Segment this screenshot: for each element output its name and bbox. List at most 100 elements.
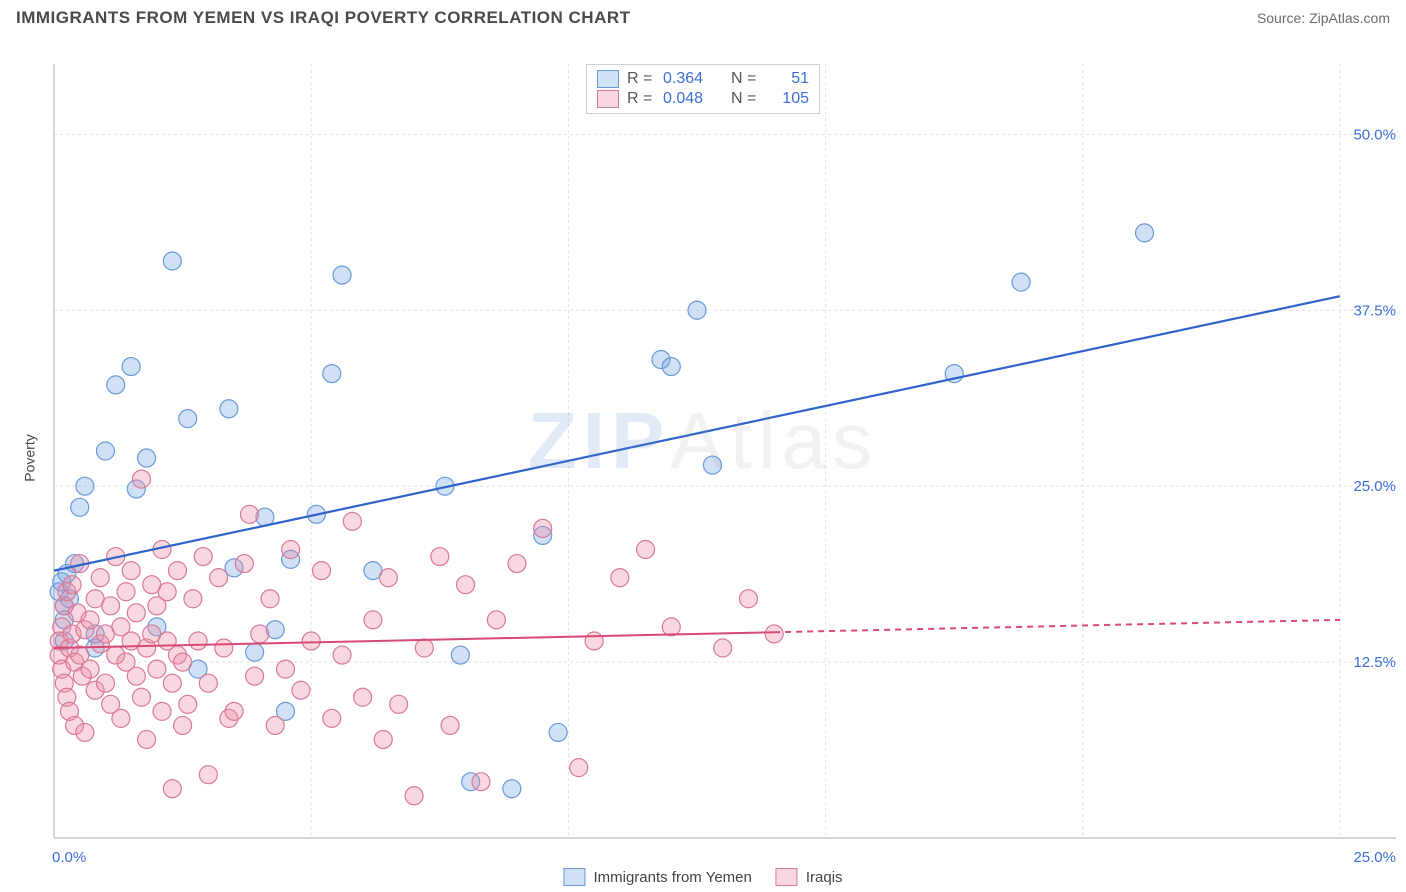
data-point bbox=[153, 702, 171, 720]
data-point bbox=[163, 252, 181, 270]
data-point bbox=[225, 702, 243, 720]
data-point bbox=[184, 590, 202, 608]
legend-label: Immigrants from Yemen bbox=[593, 869, 751, 886]
data-point bbox=[148, 660, 166, 678]
data-point bbox=[174, 716, 192, 734]
legend-swatch bbox=[563, 868, 585, 886]
data-point bbox=[457, 576, 475, 594]
data-point bbox=[662, 358, 680, 376]
data-point bbox=[662, 618, 680, 636]
data-point bbox=[163, 780, 181, 798]
data-point bbox=[364, 611, 382, 629]
x-tick-label: 25.0% bbox=[1353, 849, 1396, 866]
stats-legend: R = 0.364 N = 51 R = 0.048 N = 105 bbox=[586, 64, 820, 114]
r-value: 0.364 bbox=[663, 70, 723, 88]
data-point bbox=[127, 667, 145, 685]
data-point bbox=[451, 646, 469, 664]
data-point bbox=[415, 639, 433, 657]
y-tick-label: 12.5% bbox=[1353, 654, 1396, 671]
chart-title: IMMIGRANTS FROM YEMEN VS IRAQI POVERTY C… bbox=[16, 8, 631, 28]
data-point bbox=[189, 632, 207, 650]
data-point bbox=[637, 541, 655, 559]
scatter-chart: 12.5% 25.0% 37.5% 50.0% 0.0% 25.0% bbox=[0, 28, 1406, 888]
data-point bbox=[220, 400, 238, 418]
y-axis-label: Poverty bbox=[22, 434, 38, 481]
data-point bbox=[71, 498, 89, 516]
data-point bbox=[343, 512, 361, 530]
stats-legend-row: R = 0.048 N = 105 bbox=[597, 89, 809, 109]
data-point bbox=[405, 787, 423, 805]
series-legend: Immigrants from Yemen Iraqis bbox=[563, 868, 842, 886]
header: IMMIGRANTS FROM YEMEN VS IRAQI POVERTY C… bbox=[0, 0, 1406, 28]
data-point bbox=[215, 639, 233, 657]
legend-swatch bbox=[597, 90, 619, 108]
data-point bbox=[163, 674, 181, 692]
data-point bbox=[174, 653, 192, 671]
data-point bbox=[102, 597, 120, 615]
legend-item: Immigrants from Yemen bbox=[563, 868, 751, 886]
data-point bbox=[312, 562, 330, 580]
trend-line bbox=[54, 296, 1340, 570]
data-point bbox=[487, 611, 505, 629]
n-label: N = bbox=[731, 70, 761, 88]
data-point bbox=[235, 555, 253, 573]
data-point bbox=[81, 611, 99, 629]
data-point bbox=[441, 716, 459, 734]
y-tick-label: 25.0% bbox=[1353, 478, 1396, 495]
r-label: R = bbox=[627, 90, 655, 108]
data-point bbox=[199, 766, 217, 784]
x-tick-label: 0.0% bbox=[52, 849, 86, 866]
stats-legend-row: R = 0.364 N = 51 bbox=[597, 69, 809, 89]
legend-swatch bbox=[597, 70, 619, 88]
data-point bbox=[282, 541, 300, 559]
source-credit: Source: ZipAtlas.com bbox=[1257, 10, 1390, 26]
data-point bbox=[63, 576, 81, 594]
data-point bbox=[714, 639, 732, 657]
data-point bbox=[246, 667, 264, 685]
data-point bbox=[240, 505, 258, 523]
data-point bbox=[96, 674, 114, 692]
data-point bbox=[168, 562, 186, 580]
legend-label: Iraqis bbox=[806, 869, 843, 886]
data-point bbox=[132, 688, 150, 706]
data-point bbox=[138, 730, 156, 748]
data-point bbox=[323, 709, 341, 727]
data-point bbox=[91, 569, 109, 587]
data-point bbox=[117, 583, 135, 601]
data-point bbox=[199, 674, 217, 692]
data-point bbox=[1136, 224, 1154, 242]
chart-container: Poverty ZIPAtlas 12.5%25.0%37.5%50.0%0.0… bbox=[0, 28, 1406, 888]
data-point bbox=[333, 646, 351, 664]
data-point bbox=[431, 548, 449, 566]
n-label: N = bbox=[731, 90, 761, 108]
data-point bbox=[96, 442, 114, 460]
n-value: 51 bbox=[769, 70, 809, 88]
data-point bbox=[138, 449, 156, 467]
data-point bbox=[688, 301, 706, 319]
legend-item: Iraqis bbox=[776, 868, 843, 886]
data-point bbox=[76, 723, 94, 741]
data-point bbox=[132, 470, 150, 488]
legend-swatch bbox=[776, 868, 798, 886]
data-point bbox=[549, 723, 567, 741]
y-tick-label: 37.5% bbox=[1353, 302, 1396, 319]
n-value: 105 bbox=[769, 90, 809, 108]
y-tick-label: 50.0% bbox=[1353, 126, 1396, 143]
data-point bbox=[261, 590, 279, 608]
data-point bbox=[122, 562, 140, 580]
data-point bbox=[611, 569, 629, 587]
data-point bbox=[503, 780, 521, 798]
data-point bbox=[390, 695, 408, 713]
data-point bbox=[323, 365, 341, 383]
r-label: R = bbox=[627, 70, 655, 88]
data-point bbox=[127, 604, 145, 622]
data-point bbox=[302, 632, 320, 650]
data-point bbox=[76, 477, 94, 495]
data-point bbox=[246, 643, 264, 661]
r-value: 0.048 bbox=[663, 90, 723, 108]
data-point bbox=[210, 569, 228, 587]
data-point bbox=[266, 716, 284, 734]
data-point bbox=[251, 625, 269, 643]
data-point bbox=[703, 456, 721, 474]
data-point bbox=[739, 590, 757, 608]
